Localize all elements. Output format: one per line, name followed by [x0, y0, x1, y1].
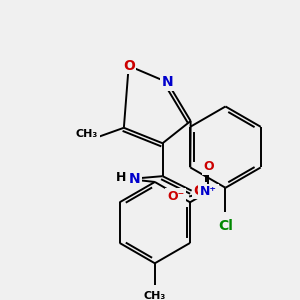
- Text: N: N: [129, 172, 140, 186]
- Text: O: O: [203, 160, 214, 173]
- Text: CH₃: CH₃: [76, 129, 98, 139]
- Text: O: O: [123, 59, 135, 73]
- Text: CH₃: CH₃: [144, 291, 166, 300]
- Text: O: O: [194, 184, 205, 198]
- Text: N: N: [162, 75, 173, 89]
- Text: H: H: [116, 171, 126, 184]
- Text: O⁻: O⁻: [167, 190, 184, 203]
- Text: Cl: Cl: [218, 218, 233, 233]
- Text: N⁺: N⁺: [200, 185, 217, 198]
